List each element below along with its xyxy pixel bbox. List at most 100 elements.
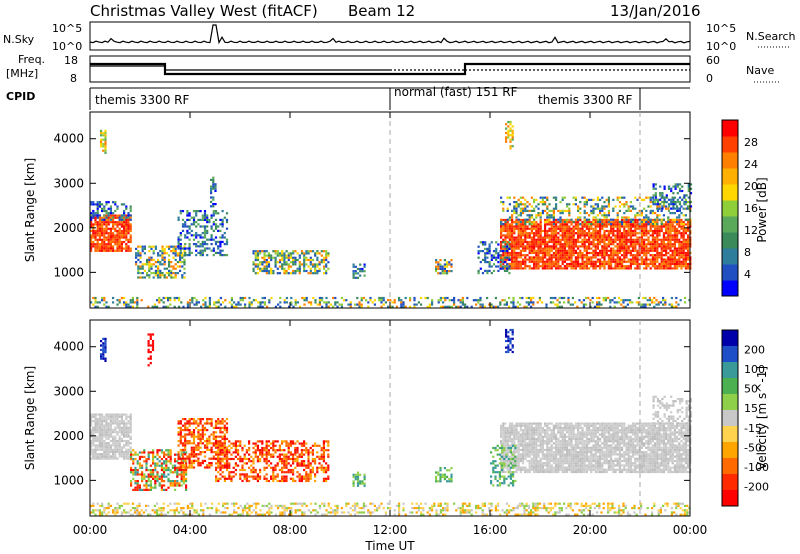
power-cell [561, 221, 564, 224]
power-cell [116, 207, 119, 210]
power-cell [150, 258, 153, 261]
power-cell [673, 305, 676, 308]
power-cell [503, 269, 507, 272]
power-cell [555, 267, 558, 270]
power-cell [152, 258, 155, 261]
power-cell [154, 265, 157, 268]
velocity-cell [116, 417, 119, 421]
power-cell [663, 185, 666, 188]
power-cell [307, 252, 310, 255]
power-cell [219, 296, 222, 300]
power-cell [673, 256, 676, 259]
power-cell [590, 209, 593, 212]
power-cell [532, 301, 535, 304]
power-cell [687, 196, 690, 199]
velocity-cell [98, 426, 101, 429]
power-cell [651, 234, 654, 237]
power-cell [627, 265, 630, 268]
power-cell [601, 205, 604, 208]
power-cell [500, 218, 503, 221]
power-cell [643, 225, 646, 228]
velocity-cell [127, 455, 130, 458]
power-cell [114, 249, 117, 252]
velocity-cell [437, 504, 440, 507]
power-cell [373, 299, 376, 302]
power-cell [665, 247, 668, 250]
power-cell [607, 201, 610, 204]
power-cell [629, 201, 632, 204]
velocity-cell [389, 507, 392, 510]
power-cell [103, 207, 106, 210]
velocity-cell [684, 511, 687, 514]
power-cell [604, 296, 607, 300]
power-cell [192, 238, 196, 241]
velocity-cell [420, 513, 423, 516]
power-cell [235, 305, 238, 308]
power-cell [629, 243, 632, 246]
power-cell [561, 262, 564, 266]
power-cell [515, 243, 518, 246]
power-cell [656, 243, 659, 246]
velocity-cell [114, 437, 117, 440]
power-cell [516, 305, 519, 308]
velocity-cell [132, 471, 135, 474]
power-cell [129, 234, 132, 237]
power-cell [634, 216, 637, 219]
power-cell [583, 254, 586, 257]
power-cell [645, 254, 648, 257]
power-cell [168, 247, 171, 250]
power-cell [557, 254, 560, 257]
power-cell [515, 267, 518, 270]
power-cell [511, 256, 514, 259]
velocity-cell [134, 451, 137, 454]
power-cell [484, 269, 487, 272]
power-cell [217, 212, 220, 215]
power-cell [528, 223, 531, 226]
power-cell [105, 223, 108, 226]
power-cell [206, 247, 209, 250]
cpid-label: CPID [6, 90, 35, 103]
velocity-cell [101, 442, 104, 445]
power-cell [603, 267, 606, 270]
power-cell [102, 143, 105, 146]
power-cell [519, 201, 522, 204]
power-cell [568, 214, 571, 217]
power-cell [687, 187, 690, 190]
velocity-cell [107, 413, 110, 416]
power-cell [524, 229, 527, 233]
power-cell [533, 256, 536, 259]
power-cell [103, 236, 106, 239]
velocity-cell [554, 513, 557, 516]
power-cell [90, 301, 93, 304]
velocity-cell [162, 513, 165, 516]
power-cell [687, 249, 690, 252]
power-cell [548, 221, 551, 224]
power-cell [634, 245, 637, 248]
power-cell [517, 254, 520, 257]
velocity-cell [98, 428, 101, 432]
velocity-cell [109, 446, 112, 449]
power-cell [217, 225, 220, 228]
velocity-cell [123, 413, 126, 416]
power-cell [334, 301, 337, 304]
power-cell [621, 260, 624, 263]
power-cell [135, 256, 138, 259]
power-cell [566, 236, 569, 239]
power-cell [603, 232, 606, 235]
power-cell [439, 265, 442, 268]
velocity-cell [332, 511, 335, 514]
power-cell [649, 267, 652, 270]
power-cell [566, 238, 569, 241]
power-cell [201, 218, 204, 221]
velocity-cell [116, 415, 119, 418]
power-cell [502, 201, 505, 204]
power-cell [201, 243, 204, 246]
power-cell [596, 225, 599, 228]
power-cell [654, 201, 657, 204]
power-cell [506, 232, 509, 235]
power-cell [605, 214, 608, 217]
power-cell [649, 205, 652, 208]
power-cell [168, 245, 171, 248]
velocity-cell [103, 431, 106, 434]
velocity-cell [131, 513, 134, 516]
